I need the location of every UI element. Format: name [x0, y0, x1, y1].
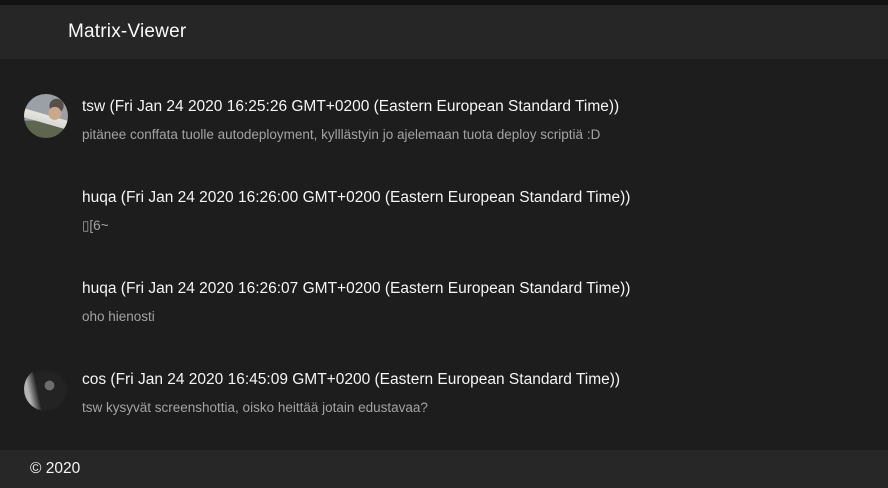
avatar-slot-empty	[24, 185, 68, 234]
app-title: Matrix-Viewer	[68, 21, 187, 42]
message-body: pitänee conffata tuolle autodeployment, …	[82, 127, 601, 142]
message-content: huqa (Fri Jan 24 2020 16:26:00 GMT+0200 …	[82, 185, 864, 234]
message-author-line: cos (Fri Jan 24 2020 16:45:09 GMT+0200 (…	[82, 371, 621, 388]
app-header: Matrix-Viewer	[0, 5, 888, 59]
message-author-line: tsw (Fri Jan 24 2020 16:25:26 GMT+0200 (…	[82, 98, 620, 115]
message-list: tsw (Fri Jan 24 2020 16:25:26 GMT+0200 (…	[0, 59, 888, 450]
message-row-cos: cos (Fri Jan 24 2020 16:45:09 GMT+0200 (…	[24, 367, 864, 416]
message-row-tsw: tsw (Fri Jan 24 2020 16:25:26 GMT+0200 (…	[24, 94, 864, 143]
copyright-text: © 2020	[30, 460, 81, 477]
message-content: tsw (Fri Jan 24 2020 16:25:26 GMT+0200 (…	[82, 94, 864, 143]
message-content: cos (Fri Jan 24 2020 16:45:09 GMT+0200 (…	[82, 367, 864, 416]
message-row-huqa-2: huqa (Fri Jan 24 2020 16:26:07 GMT+0200 …	[24, 276, 864, 325]
avatar-slot-empty	[24, 276, 68, 325]
cos-avatar	[24, 367, 68, 411]
message-body: ▯[6~	[82, 218, 109, 233]
message-row-huqa-1: huqa (Fri Jan 24 2020 16:26:00 GMT+0200 …	[24, 185, 864, 234]
message-content: huqa (Fri Jan 24 2020 16:26:07 GMT+0200 …	[82, 276, 864, 325]
message-body: tsw kysyvät screenshottia, oisko heittää…	[82, 400, 428, 415]
message-author-line: huqa (Fri Jan 24 2020 16:26:00 GMT+0200 …	[82, 189, 631, 206]
message-author-line: huqa (Fri Jan 24 2020 16:26:07 GMT+0200 …	[82, 280, 631, 297]
avatar-slot	[24, 94, 68, 143]
app-footer: © 2020	[0, 450, 888, 488]
window-top-strip	[0, 0, 888, 5]
message-body: oho hienosti	[82, 309, 155, 324]
avatar-slot	[24, 367, 68, 416]
tsw-avatar	[24, 94, 68, 138]
